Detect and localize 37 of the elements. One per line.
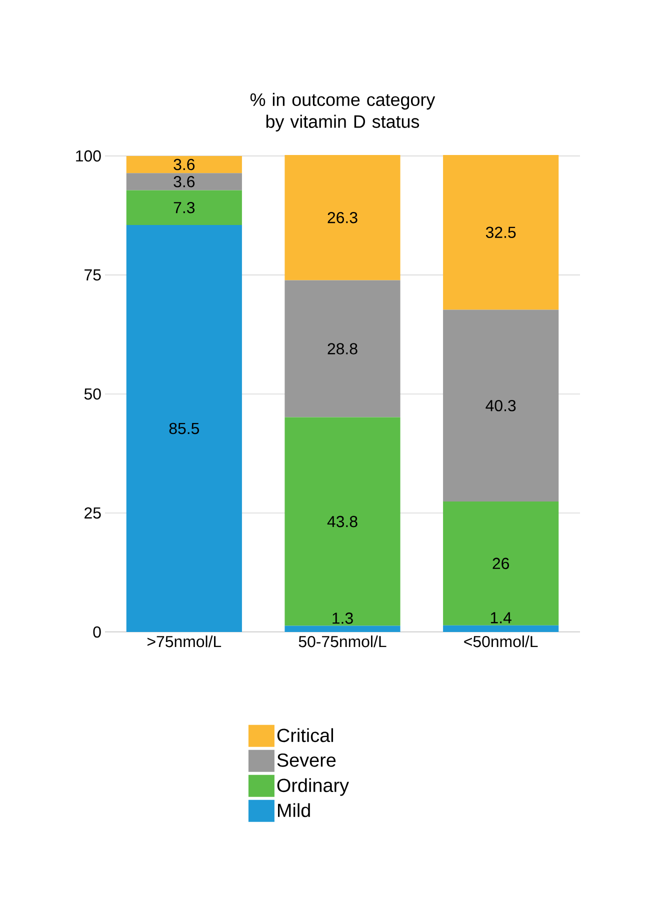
data-label: 85.5 — [169, 422, 199, 434]
bar — [126, 190, 242, 225]
y-tick-label: 25 — [84, 507, 101, 519]
bar — [443, 154, 559, 310]
data-label: 3.6 — [174, 158, 195, 170]
bar — [126, 173, 242, 190]
x-tick-label: 50-75nmol/L — [298, 636, 386, 648]
data-label: 26.3 — [328, 212, 358, 224]
data-label: 26 — [492, 558, 509, 570]
data-label: 43.8 — [327, 516, 358, 528]
bar — [284, 280, 400, 418]
data-label: 32.5 — [486, 226, 516, 238]
data-label: 40.3 — [486, 400, 516, 412]
bar — [443, 310, 559, 502]
chart-title: % in outcome category by vitamin D status — [250, 92, 436, 132]
y-tick-label: 0 — [93, 626, 101, 638]
data-label: 28.8 — [328, 343, 358, 354]
legend-label: Mild — [278, 803, 310, 818]
bar — [443, 625, 559, 632]
bar — [284, 154, 400, 280]
legend-label: Severe — [277, 753, 336, 767]
legend-label: Ordinary — [277, 778, 349, 796]
y-tick-label: 50 — [84, 388, 101, 400]
y-tick-label: 75 — [84, 269, 101, 281]
bar — [126, 156, 242, 174]
bar — [443, 502, 559, 626]
bar — [284, 626, 400, 632]
legend-label: Critical — [277, 728, 334, 742]
data-label: 7.3 — [174, 202, 195, 214]
bar — [284, 417, 400, 626]
data-label: 3.6 — [174, 176, 195, 188]
bar — [126, 224, 242, 632]
x-tick-label: >75nmol/L — [148, 636, 222, 648]
x-tick-label: <50nmol/L — [464, 636, 538, 648]
y-tick-label: 100 — [76, 150, 101, 162]
data-label: 1.3 — [332, 612, 353, 624]
data-label: 1.4 — [490, 612, 512, 624]
